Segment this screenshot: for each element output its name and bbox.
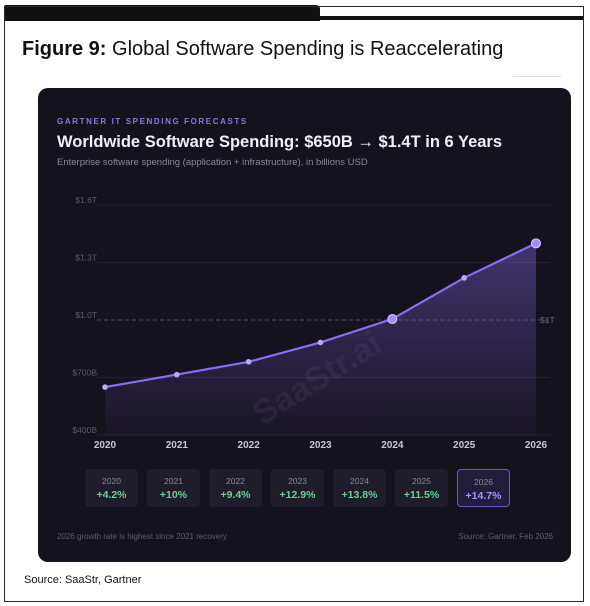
growth-badge-year: 2021 — [164, 476, 183, 486]
growth-badge-year: 2026 — [474, 477, 493, 487]
reference-end-label: $1T — [540, 315, 555, 325]
growth-badge: 2022 +9.4% — [209, 469, 262, 507]
growth-badge: 2023 +12.9% — [271, 469, 324, 507]
x-tick-label: 2024 — [381, 440, 404, 451]
growth-badge: 2020 +4.2% — [85, 469, 138, 507]
x-tick-label: 2020 — [94, 440, 117, 451]
chart-footnote: 2026 growth rate is highest since 2021 r… — [57, 532, 227, 541]
top-tab-bar — [4, 5, 320, 21]
growth-badge-rate: +14.7% — [465, 490, 502, 502]
growth-badge-year: 2025 — [412, 476, 431, 486]
chart-kicker: GARTNER IT SPENDING FORECASTS — [57, 117, 248, 126]
data-point — [317, 339, 324, 346]
figure-label: Figure 9: — [22, 38, 107, 60]
area-fill — [105, 243, 536, 435]
x-tick-label: 2021 — [166, 440, 189, 451]
data-point — [531, 238, 541, 249]
growth-badge: 2026 +14.7% — [457, 469, 510, 507]
growth-badge-rate: +13.8% — [341, 489, 378, 501]
growth-badge-year: 2020 — [102, 476, 121, 486]
divider — [513, 76, 561, 77]
growth-badge-rate: +9.4% — [220, 489, 251, 501]
y-tick-label: $1.6T — [75, 195, 97, 205]
source-caption: Source: SaaStr, Gartner — [24, 574, 142, 586]
growth-badge-year: 2024 — [350, 476, 369, 486]
growth-badge-rate: +12.9% — [279, 489, 316, 501]
growth-badge: 2024 +13.8% — [333, 469, 386, 507]
x-tick-label: 2025 — [453, 440, 476, 451]
growth-badge-year: 2022 — [226, 476, 245, 486]
chart-card: GARTNER IT SPENDING FORECASTS Worldwide … — [38, 88, 571, 562]
x-tick-label: 2022 — [238, 440, 261, 451]
line-chart: $400B$700B$1.0T$1.3T$1.6T SaaStr.ai 2020… — [72, 195, 555, 451]
y-tick-label: $1.0T — [75, 310, 97, 320]
x-axis: 2020 2021 2022 2023 2024 2025 2026 — [94, 440, 548, 451]
y-tick-label: $1.3T — [75, 253, 97, 263]
growth-badge: 2021 +10% — [147, 469, 200, 507]
growth-badges: 2020 +4.2% 2021 +10% 2022 +9.4% 2023 +12.9% 2024… — [85, 469, 510, 507]
figure-frame — [4, 6, 584, 602]
data-point — [245, 358, 252, 365]
figure-title-text: Global Software Spending is Reaccelerati… — [112, 38, 504, 60]
chart-subline: Enterprise software spending (applicatio… — [57, 157, 368, 168]
growth-badge: 2025 +11.5% — [395, 469, 448, 507]
data-point — [102, 384, 108, 390]
growth-badge-rate: +10% — [159, 489, 188, 501]
y-tick-label: $400B — [72, 425, 97, 435]
growth-badge-rate: +4.2% — [96, 489, 127, 501]
data-point — [387, 314, 398, 325]
data-point — [174, 371, 180, 378]
growth-badge-year: 2023 — [288, 476, 307, 486]
y-axis: $400B $700B $1.0T $1.3T $1.6T — [72, 195, 97, 435]
top-rule — [316, 16, 584, 20]
figure-title: Figure 9: Global Software Spending is Re… — [22, 38, 503, 61]
growth-badge-rate: +11.5% — [403, 489, 440, 501]
chart-source: Source: Gartner, Feb 2026 — [458, 532, 553, 541]
x-tick-label: 2023 — [309, 440, 332, 451]
y-tick-label: $700B — [72, 368, 97, 378]
x-tick-label: 2026 — [525, 440, 548, 451]
data-point — [461, 275, 467, 281]
data-points — [102, 238, 541, 390]
chart-headline: Worldwide Software Spending: $650B → $1.… — [57, 133, 503, 151]
